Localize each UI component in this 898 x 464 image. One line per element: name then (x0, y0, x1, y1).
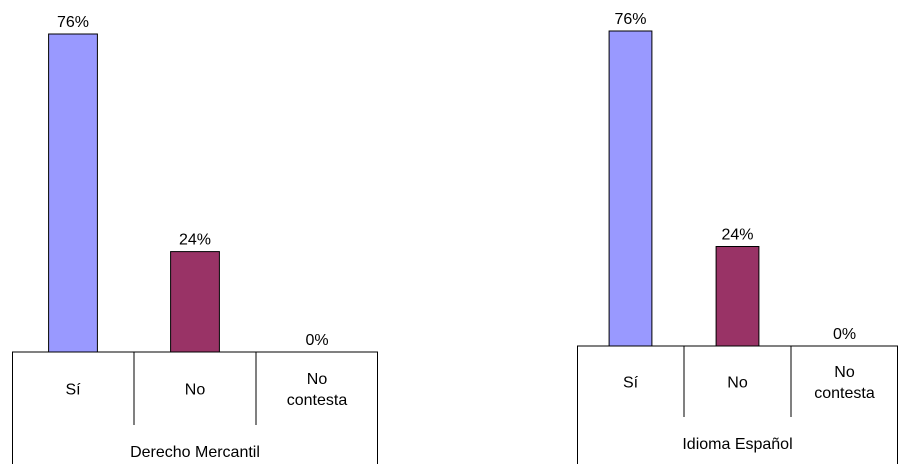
category-label-2: No (185, 382, 206, 399)
bar-2 (715, 246, 760, 347)
data-label-3: 0% (305, 332, 328, 349)
group-label: Idioma Español (682, 436, 792, 453)
bar-2 (170, 251, 220, 353)
bar-1 (608, 30, 653, 347)
category-label-1: Sí (623, 375, 639, 392)
group-label: Derecho Mercantil (130, 444, 260, 461)
chart-2: 76% Sí 24% No 0% No contesta Idioma Español (577, 11, 898, 464)
data-label-3: 0% (833, 326, 856, 343)
category-label-3: No contesta (287, 371, 348, 409)
data-label-1: 76% (57, 14, 89, 31)
data-label-2: 24% (179, 232, 211, 249)
data-label-2: 24% (721, 227, 753, 244)
bar-1 (48, 33, 98, 353)
category-label-2: No (727, 375, 748, 392)
chart-1: 76% Sí 24% No 0% No contesta Derecho Mercantil (12, 14, 378, 464)
data-label-1: 76% (614, 11, 646, 28)
category-label-1: Sí (65, 382, 81, 399)
category-label-3: No contesta (814, 364, 875, 402)
